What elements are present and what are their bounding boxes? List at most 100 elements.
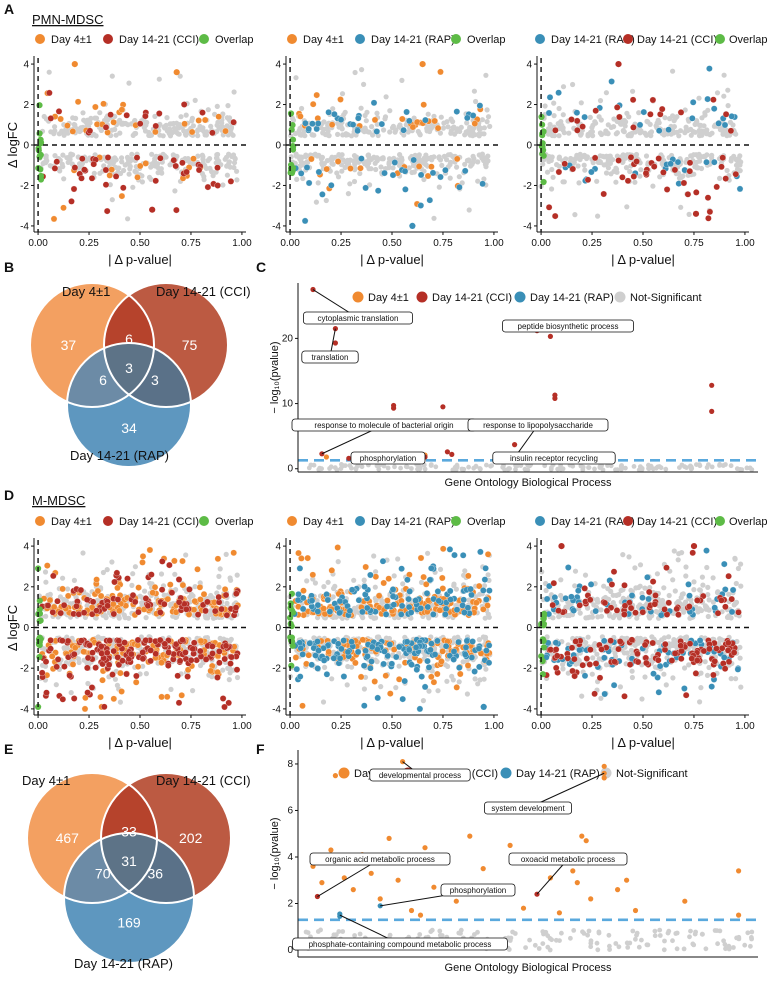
point-cci <box>102 166 110 174</box>
point-nonsig <box>608 588 614 595</box>
point-nonsig <box>659 597 666 604</box>
point-nonsig <box>228 124 234 130</box>
point-nonsig <box>542 103 548 109</box>
point-cci <box>225 699 232 707</box>
point-nonsig <box>726 591 732 597</box>
y-tick-label: 4 <box>23 542 29 553</box>
point-nonsig <box>382 116 388 122</box>
point-nonsig <box>361 81 367 87</box>
point-rap <box>299 651 306 658</box>
point-nonsig <box>692 121 698 127</box>
point-nonsig <box>122 162 128 168</box>
point-cci <box>576 602 583 609</box>
point-nonsig <box>123 120 129 127</box>
point-nonsig <box>99 636 105 642</box>
point-rap <box>380 660 387 668</box>
point-nonsig <box>223 551 229 558</box>
point-rap <box>384 652 391 660</box>
point-day4 <box>179 581 187 589</box>
point-nonsig <box>545 153 552 160</box>
point-cci <box>621 693 628 700</box>
point-nonsig <box>631 464 637 469</box>
point-rap <box>330 655 338 662</box>
point-nonsig <box>657 464 662 469</box>
point-nonsig <box>187 160 193 166</box>
point-rap <box>480 587 487 594</box>
point-rap <box>461 609 468 616</box>
point-nonsig <box>607 613 613 619</box>
point-rap <box>314 638 321 645</box>
x-axis-label: | Δ p-value| <box>611 252 675 267</box>
point-rap <box>324 596 332 604</box>
point-nonsig <box>330 161 336 167</box>
point-nonsig <box>85 680 91 687</box>
point-cci <box>714 609 722 617</box>
point-rap <box>392 653 400 661</box>
point-overlap <box>37 172 45 180</box>
annotation-box <box>501 319 634 333</box>
point-cci <box>564 655 572 662</box>
point-nonsig <box>738 159 744 165</box>
point-rap <box>368 643 376 651</box>
point-cci <box>713 183 720 191</box>
point-cci <box>197 647 204 655</box>
point-rap <box>442 166 449 174</box>
point-overlap <box>540 615 547 622</box>
point-nonsig <box>431 113 437 119</box>
point-cci <box>135 608 142 616</box>
point-nonsig <box>387 129 393 135</box>
point-nonsig <box>585 634 591 640</box>
point-day4 <box>92 103 99 111</box>
point-cci <box>709 382 715 388</box>
scatter-plot: 420-2-40.00 0.25 0.50 0.75 1.00| Δ p-value| <box>272 56 504 267</box>
point-cci <box>139 649 146 656</box>
point-nonsig <box>435 688 441 694</box>
point-rap <box>416 705 424 713</box>
point-rap <box>405 595 412 603</box>
point-rap <box>391 159 399 166</box>
point-nonsig <box>168 686 174 693</box>
point-cci <box>214 182 221 189</box>
point-nonsig <box>390 165 396 171</box>
point-nonsig <box>161 124 167 130</box>
legend-label: Day 14-21 (CCI) <box>637 516 717 528</box>
point-cci <box>89 649 96 656</box>
y-tick-label: 2 <box>526 582 532 593</box>
point-rap <box>608 78 615 85</box>
point-nonsig <box>688 153 694 159</box>
point-nonsig <box>680 591 686 597</box>
point-rap <box>400 126 407 134</box>
point-cci <box>222 591 230 599</box>
point-nonsig <box>563 156 569 162</box>
point-rap <box>308 597 316 604</box>
point-cci <box>693 189 700 196</box>
point-nonsig <box>127 158 133 164</box>
point-nonsig <box>462 568 468 574</box>
point-nonsig <box>682 464 687 470</box>
point-rap <box>309 120 316 127</box>
point-nonsig <box>71 577 77 584</box>
point-day4 <box>464 662 472 669</box>
point-rap <box>362 184 369 192</box>
y-tick-label: -2 <box>20 664 29 675</box>
point-nonsig <box>440 125 446 131</box>
point-nonsig <box>164 115 170 121</box>
point-nonsig <box>670 675 676 681</box>
point-nonsig <box>679 550 685 556</box>
point-rap <box>462 644 470 651</box>
point-cci <box>722 111 730 118</box>
point-rap <box>483 596 490 603</box>
point-rap <box>674 158 682 166</box>
point-nonsig <box>639 696 645 702</box>
point-cci <box>553 652 561 660</box>
point-nonsig <box>694 165 701 171</box>
point-nonsig <box>555 466 561 472</box>
annotation-label: insulin receptor recycling <box>510 454 598 463</box>
point-cci <box>54 597 61 605</box>
point-nonsig <box>626 114 632 120</box>
point-rap <box>355 596 363 604</box>
point-cci <box>84 654 92 662</box>
point-rap <box>323 671 331 678</box>
point-overlap <box>539 132 546 139</box>
legend-swatch-rap <box>514 291 526 303</box>
